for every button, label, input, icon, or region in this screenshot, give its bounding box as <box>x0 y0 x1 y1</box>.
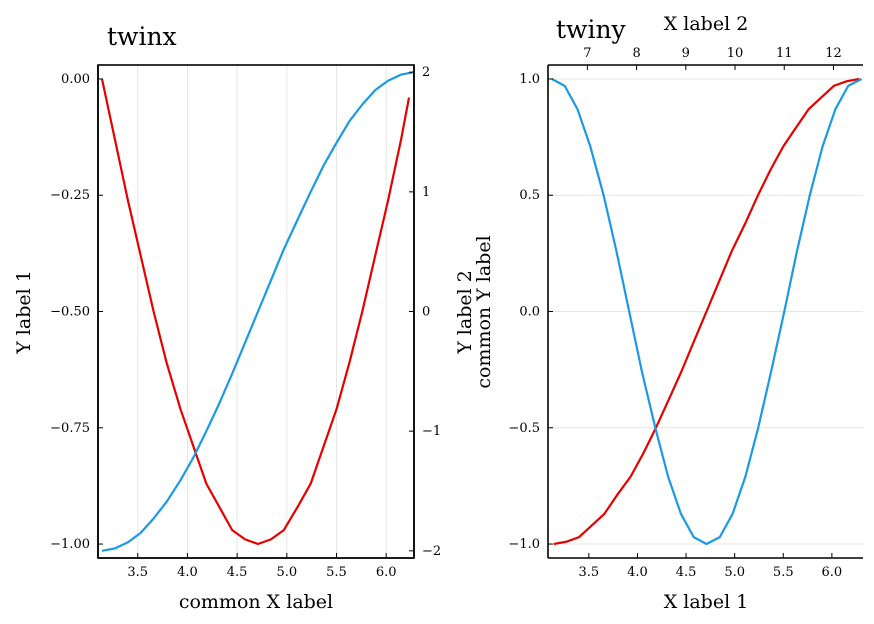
twiny-y-ticks: 1.0 0.5 0.0 −0.5 −1.0 <box>508 72 553 552</box>
twiny-x-tick-label-top: 10 <box>727 46 744 61</box>
twinx-x-grid <box>137 65 387 558</box>
twiny-y-label: common Y label <box>473 235 495 388</box>
twiny-series <box>551 77 863 546</box>
twiny-red-line <box>553 77 860 546</box>
twiny-x-tick-label: 4.5 <box>676 565 697 580</box>
twiny-y-tick-label: −1.0 <box>508 537 540 552</box>
twinx-x-tick-label: 4.5 <box>227 565 248 580</box>
twinx-x-tick-label: 4.0 <box>177 565 198 580</box>
twinx-x-tick-label: 6.0 <box>376 565 397 580</box>
twinx-y-tick-label-right: 0 <box>422 305 430 320</box>
twinx-x-label: common X label <box>179 591 333 613</box>
twinx-blue-line <box>101 71 415 552</box>
twinx-y-tick-label: 0.00 <box>61 72 90 87</box>
twiny-blue-line <box>551 78 863 546</box>
twiny-y-tick-label: 0.0 <box>519 305 540 320</box>
twiny-x-tick-label-top: 7 <box>583 46 591 61</box>
twiny-y-tick-label: 0.5 <box>519 188 540 203</box>
twinx-y-tick-label-right: −2 <box>422 544 441 559</box>
twinx-plot-area <box>97 64 415 559</box>
twinx-y-tick-label-right: 2 <box>422 65 430 80</box>
twinx-y-tick-label: −0.50 <box>50 305 90 320</box>
twinx-title: twinx <box>107 22 177 51</box>
twinx-series <box>100 71 415 552</box>
twinx-y-ticks-left: 0.00 −0.25 −0.50 −0.75 −1.00 <box>50 72 103 552</box>
twinx-panel: twinx 3.5 4.0 4.5 5.0 5.5 6.0 0.00 −0.25 −0.50 −… <box>13 22 476 613</box>
twinx-y-tick-label: −0.25 <box>50 188 90 203</box>
twiny-x-ticks-top: 7 8 9 10 11 12 <box>583 46 842 70</box>
twiny-x-tick-label: 5.5 <box>773 565 794 580</box>
twinx-x-tick-label: 5.0 <box>276 565 297 580</box>
twiny-panel: twiny X label 2 3.5 4.0 4.5 5.0 5.5 6.0 7 8 9 10… <box>473 13 863 613</box>
twinx-y-tick-label: −0.75 <box>50 421 90 436</box>
twiny-x-tick-label: 3.5 <box>578 565 599 580</box>
twinx-x-tick-label: 5.5 <box>326 565 347 580</box>
twiny-x-ticks-bottom: 3.5 4.0 4.5 5.0 5.5 6.0 <box>578 553 842 580</box>
twiny-x-label-top: X label 2 <box>664 13 749 35</box>
twiny-y-tick-label: −0.5 <box>508 421 540 436</box>
twiny-x-tick-label-top: 12 <box>825 46 842 61</box>
twinx-y-tick-label-right: 1 <box>422 185 430 200</box>
twiny-x-tick-label-top: 11 <box>776 46 793 61</box>
twiny-y-tick-label: 1.0 <box>519 72 540 87</box>
twiny-x-tick-label-top: 8 <box>632 46 640 61</box>
twinx-y-tick-label: −1.00 <box>50 537 90 552</box>
twiny-x-tick-label: 6.0 <box>822 565 843 580</box>
twinx-red-line <box>100 78 411 546</box>
twinx-x-ticks: 3.5 4.0 4.5 5.0 5.5 6.0 <box>127 553 397 580</box>
twinx-y-tick-label-right: −1 <box>422 424 441 439</box>
twiny-x-tick-label: 5.0 <box>724 565 745 580</box>
twinx-y-ticks-right: 2 1 0 −1 −2 <box>409 65 441 559</box>
twinx-y-label-left: Y label 1 <box>13 270 35 355</box>
twiny-x-tick-label-top: 9 <box>682 46 690 61</box>
twinx-x-tick-label: 3.5 <box>127 565 148 580</box>
twiny-title: twiny <box>556 15 627 44</box>
twinx-y-label-right: Y label 2 <box>454 270 476 355</box>
twiny-x-label-bottom: X label 1 <box>664 591 749 613</box>
twiny-x-tick-label: 4.0 <box>627 565 648 580</box>
